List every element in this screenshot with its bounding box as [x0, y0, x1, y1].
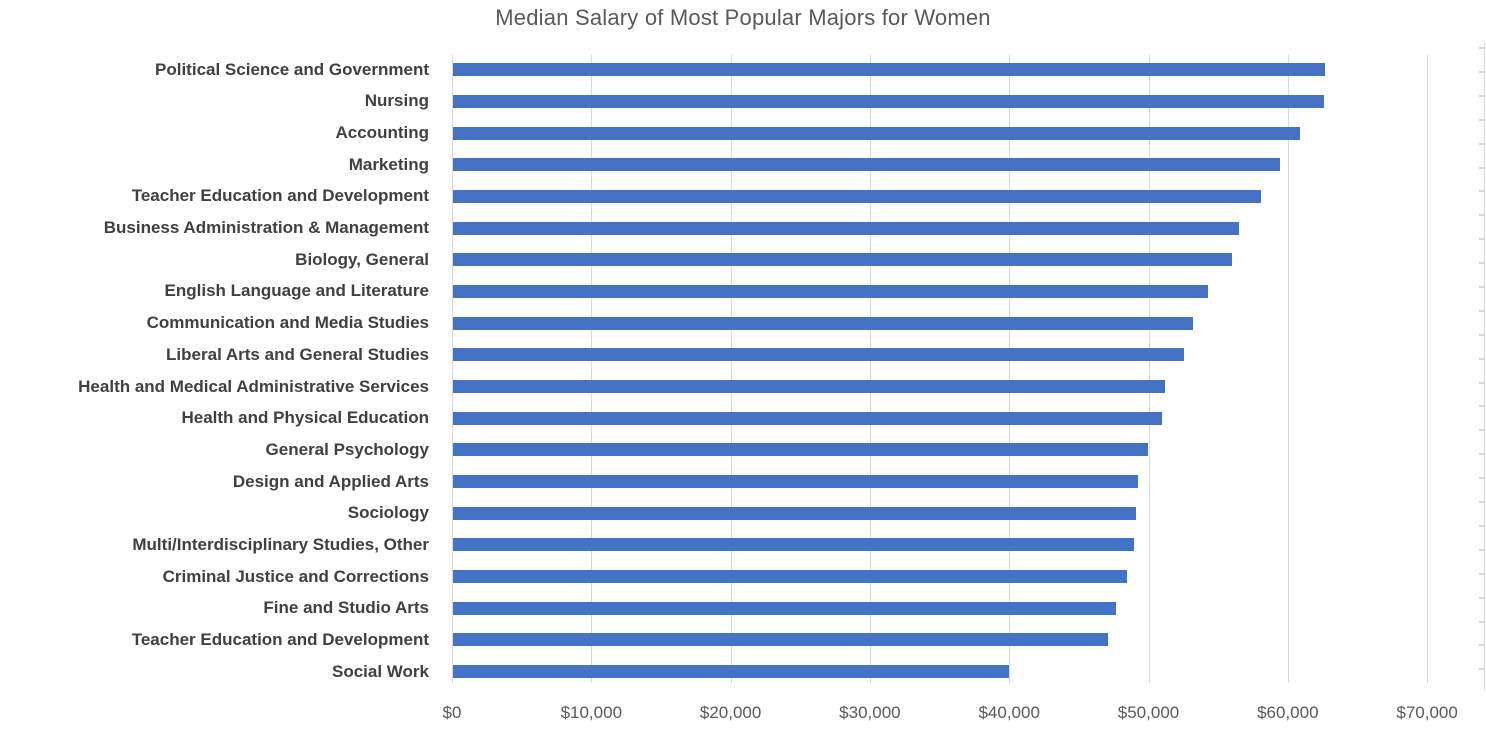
category-label: Political Science and Government: [155, 60, 429, 79]
category-label: Teacher Education and Development: [131, 630, 429, 649]
right-axis-tick: [1479, 167, 1484, 169]
bar: [453, 253, 1232, 266]
right-axis-tick: [1479, 525, 1484, 527]
gridline: [591, 55, 593, 683]
right-axis-tick: [1479, 429, 1484, 431]
bar: [453, 412, 1162, 425]
category-label: Nursing: [364, 91, 429, 110]
bar: [453, 633, 1108, 646]
right-axis-tick: [1479, 668, 1484, 670]
x-axis-tick-label: $50,000: [1117, 703, 1180, 722]
x-axis-tick-label: $60,000: [1257, 703, 1319, 722]
right-axis-tick: [1479, 119, 1484, 121]
x-axis-tick-label: $30,000: [839, 703, 901, 722]
right-axis-tick: [1479, 573, 1484, 575]
gridline: [730, 55, 732, 683]
right-axis-tick: [1479, 190, 1484, 192]
right-axis-tick: [1479, 71, 1484, 73]
bar: [453, 317, 1193, 330]
bar: [453, 285, 1208, 298]
right-axis-tick: [1479, 382, 1484, 384]
right-axis-tick: [1479, 334, 1484, 336]
right-axis-tick: [1479, 644, 1484, 646]
category-label: Multi/Interdisciplinary Studies, Other: [132, 535, 429, 554]
right-axis-tick: [1479, 501, 1484, 503]
x-axis-tick-label: $40,000: [978, 703, 1040, 722]
right-axis-tick: [1479, 286, 1484, 288]
right-axis-tick: [1479, 143, 1484, 145]
category-label: Sociology: [347, 503, 429, 522]
bar: [453, 190, 1261, 203]
bar: [453, 348, 1184, 361]
right-axis-tick: [1479, 214, 1484, 216]
chart-title: Median Salary of Most Popular Majors for…: [495, 5, 991, 30]
gridline: [1427, 55, 1429, 683]
right-axis-tick: [1479, 310, 1484, 312]
gridline: [1148, 55, 1150, 683]
category-label: Criminal Justice and Corrections: [162, 567, 429, 586]
bar: [453, 665, 1009, 678]
category-label: Health and Medical Administrative Servic…: [78, 377, 429, 396]
bar: [453, 443, 1148, 456]
category-label: Social Work: [332, 662, 429, 681]
bar: [453, 475, 1138, 488]
category-label: General Psychology: [265, 440, 429, 459]
axis-line-zero: [452, 55, 453, 683]
gridline: [1287, 55, 1289, 683]
category-label: Teacher Education and Development: [131, 186, 429, 205]
right-axis-tick: [1479, 238, 1484, 240]
bar: [453, 158, 1280, 171]
x-axis-tick-label: $0: [442, 703, 462, 722]
x-axis-tick-label: $20,000: [699, 703, 762, 722]
gridline: [869, 55, 871, 683]
category-label: English Language and Literature: [164, 281, 429, 300]
category-label: Accounting: [335, 123, 430, 142]
right-axis-tick: [1479, 549, 1484, 551]
right-axis-tick: [1479, 47, 1484, 49]
category-label: Fine and Studio Arts: [263, 598, 429, 617]
category-label: Health and Physical Education: [181, 408, 429, 427]
bar: [453, 380, 1165, 393]
category-label: Biology, General: [295, 250, 429, 269]
category-label: Design and Applied Arts: [232, 472, 429, 491]
right-axis-tick: [1479, 621, 1484, 623]
bar: [453, 127, 1300, 140]
right-axis-tick: [1479, 358, 1484, 360]
right-axis-tick: [1479, 95, 1484, 97]
bar: [453, 95, 1324, 108]
right-axis-tick: [1479, 453, 1484, 455]
x-axis-tick-label: $10,000: [560, 703, 623, 722]
right-axis-tick: [1479, 262, 1484, 264]
right-axis-tick: [1479, 405, 1484, 407]
right-axis-tick: [1479, 597, 1484, 599]
right-axis-line: [1484, 43, 1485, 690]
bar: [453, 570, 1127, 583]
gridline: [1009, 55, 1011, 683]
bar: [453, 507, 1136, 520]
right-axis-tick: [1479, 477, 1484, 479]
bar: [453, 602, 1116, 615]
category-label: Business Administration & Management: [103, 218, 429, 237]
category-label: Marketing: [348, 155, 429, 174]
x-axis-tick-label: $70,000: [1396, 703, 1458, 722]
bar: [453, 63, 1325, 76]
category-label: Liberal Arts and General Studies: [166, 345, 429, 364]
category-label: Communication and Media Studies: [146, 313, 429, 332]
bar: [453, 538, 1134, 551]
bar: [453, 222, 1239, 235]
